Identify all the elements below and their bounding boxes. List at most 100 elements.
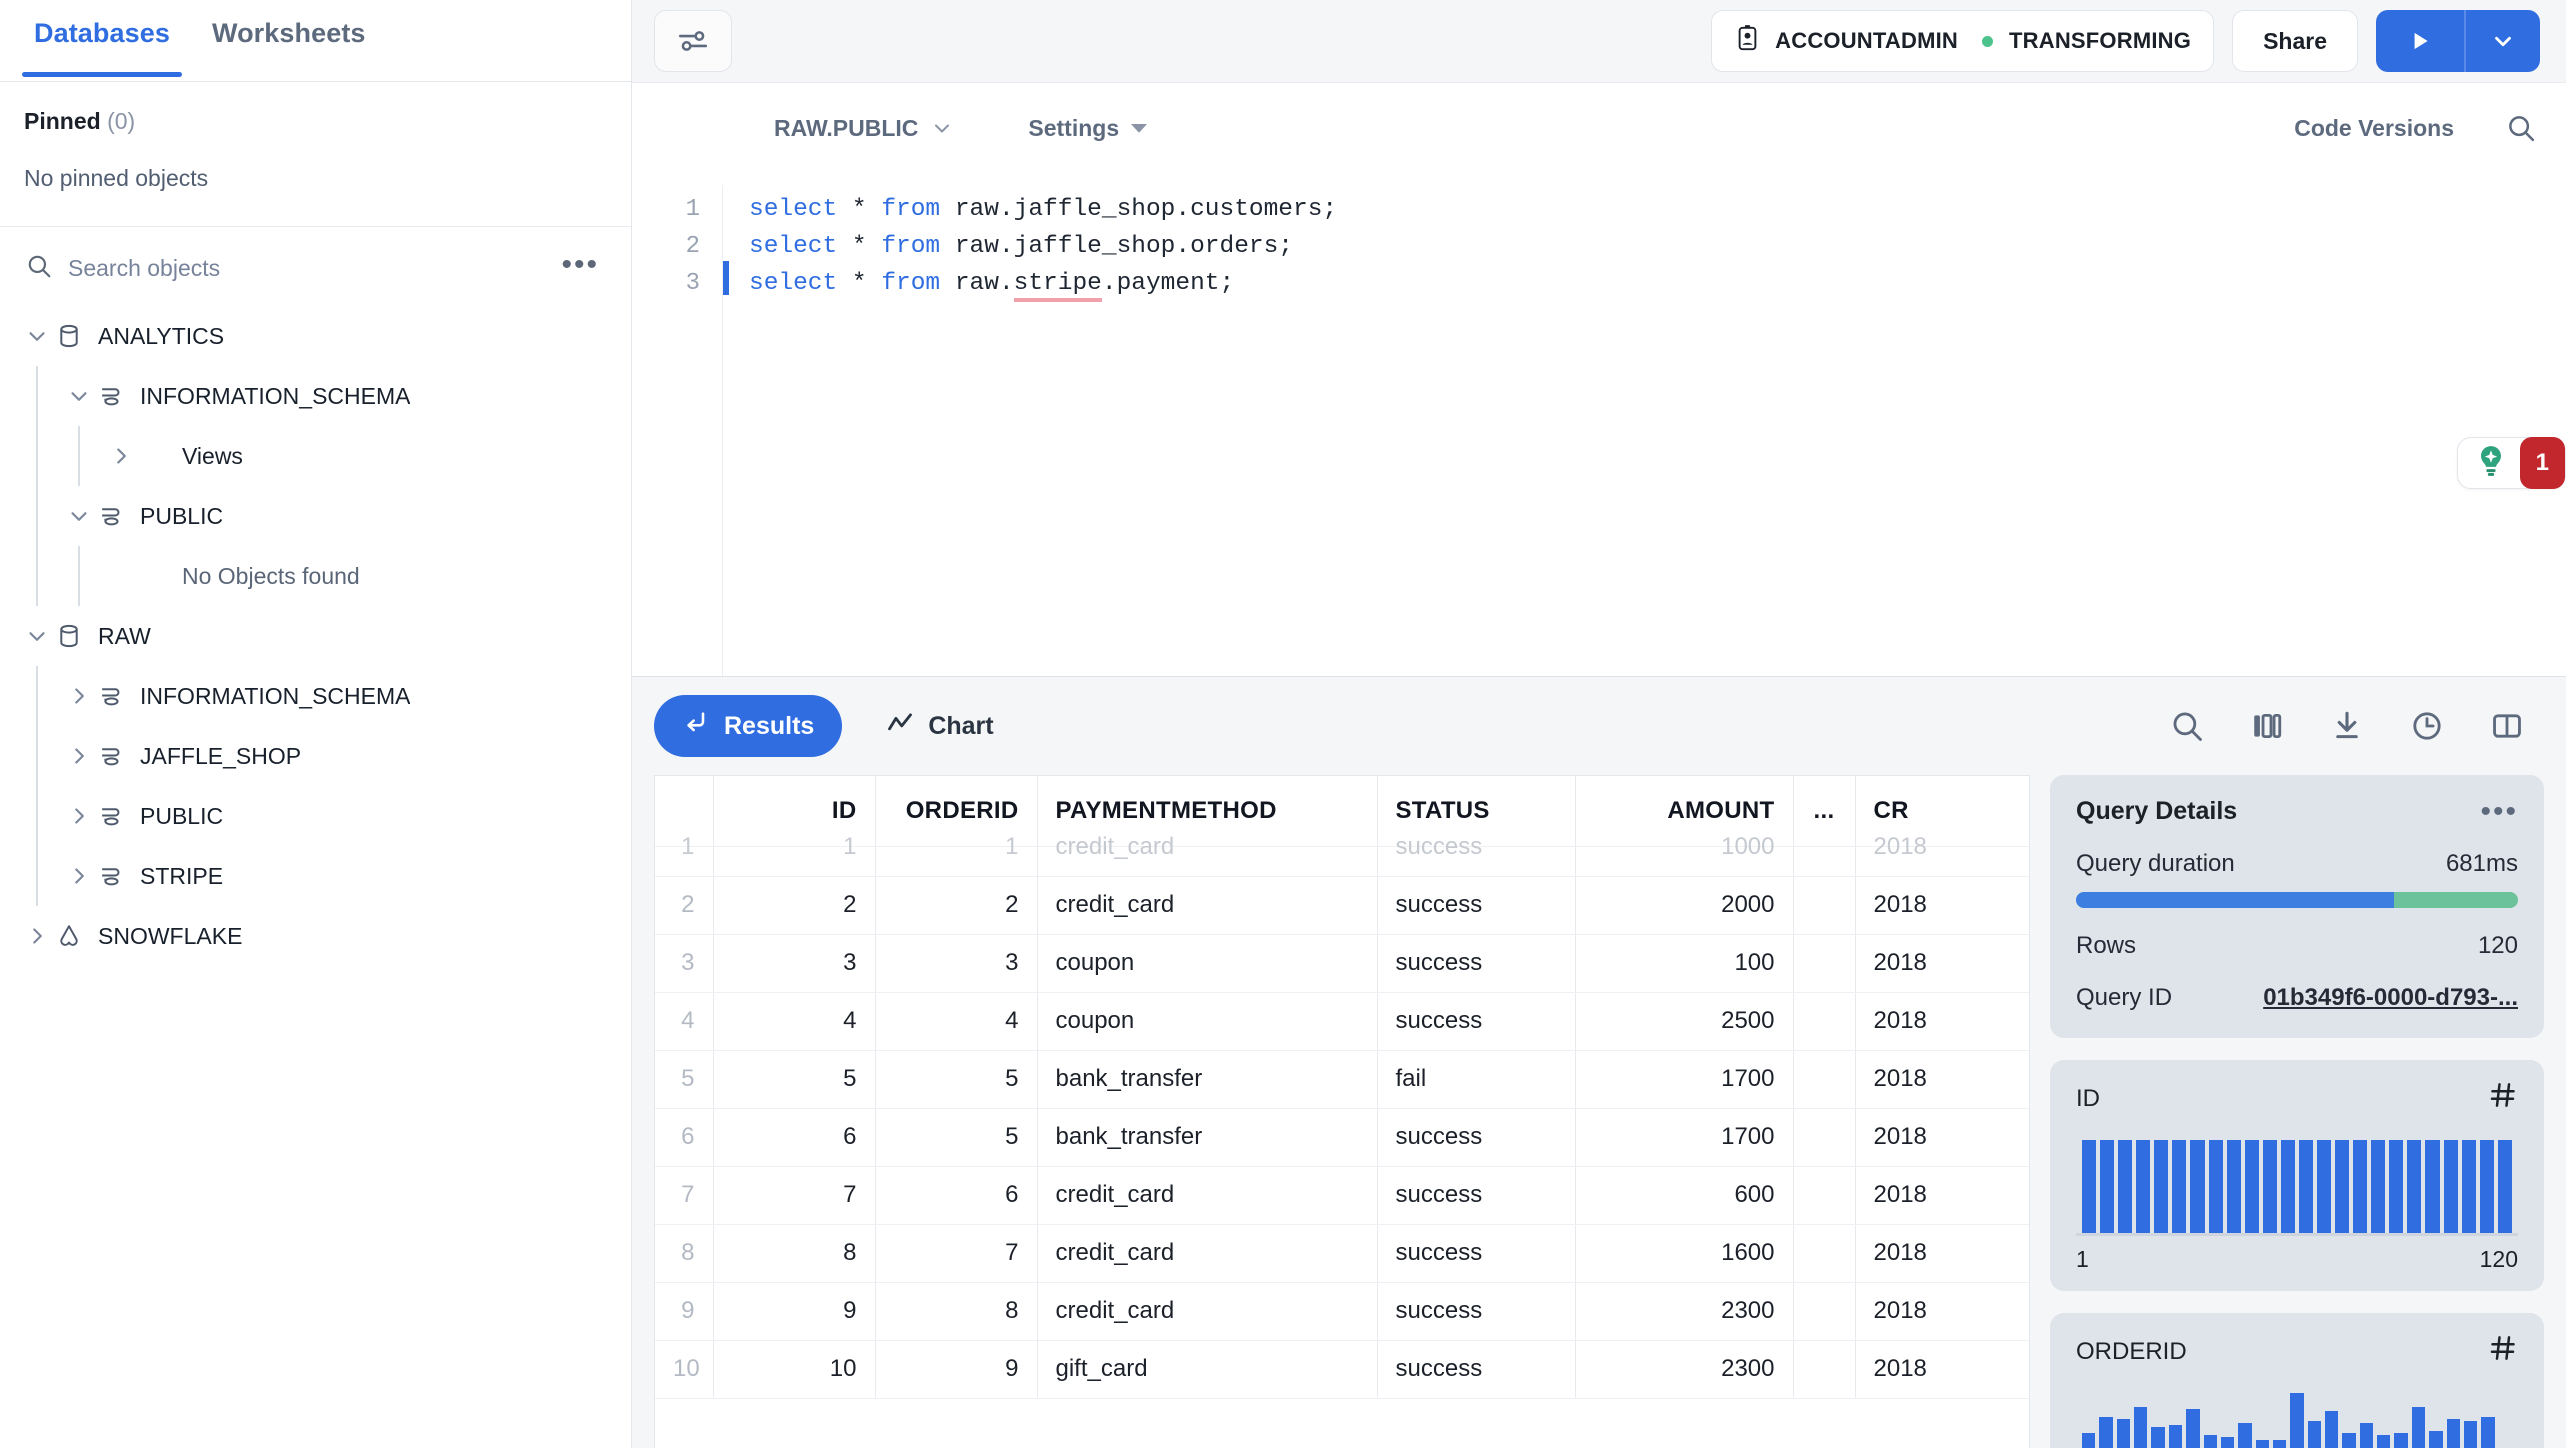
- tab-worksheets[interactable]: Worksheets: [200, 0, 378, 49]
- results-body: ID ORDERID PAYMENTMETHOD STATUS AMOUNT .…: [632, 775, 2566, 1448]
- run-options-caret-icon[interactable]: [2466, 10, 2540, 72]
- settings-selector[interactable]: Settings: [1028, 115, 1148, 142]
- ellipsis-icon[interactable]: •••: [561, 247, 599, 281]
- sliders-icon[interactable]: [654, 10, 732, 72]
- query-id-value[interactable]: 01b349f6-0000-d793-...: [2263, 984, 2518, 1011]
- code-versions-button[interactable]: Code Versions: [2294, 115, 2454, 142]
- tree-item-public[interactable]: PUBLIC: [0, 786, 631, 846]
- columns-icon[interactable]: [2250, 709, 2284, 743]
- cell-orderid: 8: [875, 1282, 1038, 1341]
- search-icon[interactable]: [2170, 709, 2204, 743]
- tab-databases[interactable]: Databases: [22, 0, 182, 77]
- histogram-bar: [2136, 1140, 2151, 1233]
- histogram-bar: [2317, 1140, 2332, 1233]
- results-grid[interactable]: ID ORDERID PAYMENTMETHOD STATUS AMOUNT .…: [654, 775, 2030, 1448]
- cell-created: 2018: [1855, 934, 2029, 993]
- table-row[interactable]: 2 2 2 credit_card success 2000 2018: [655, 876, 2029, 935]
- share-button[interactable]: Share: [2232, 10, 2358, 72]
- cell-id: 4: [713, 992, 876, 1051]
- col-paymentmethod[interactable]: PAYMENTMETHOD: [1037, 776, 1378, 847]
- table-row[interactable]: 3 3 3 coupon success 100 2018: [655, 934, 2029, 993]
- search-input[interactable]: [68, 255, 538, 282]
- cell-idx: 3: [655, 934, 714, 993]
- code-line[interactable]: select * from raw.jaffle_shop.orders;: [749, 228, 2566, 265]
- sql-editor-panel: RAW.PUBLIC Settings Code Versions: [632, 82, 2566, 676]
- chevron-right-icon[interactable]: [106, 441, 136, 471]
- database-icon: [52, 322, 86, 350]
- editor-search-icon[interactable]: [2506, 113, 2536, 143]
- code-versions-label: Code Versions: [2294, 114, 2454, 141]
- table-row[interactable]: 5 5 5 bank_transfer fail 1700 2018: [655, 1050, 2029, 1109]
- code-area[interactable]: 1 2 3 select * from raw.jaffle_shop.custom…: [632, 173, 2566, 676]
- hash-icon: [2488, 1080, 2518, 1118]
- query-details-title: Query Details: [2076, 797, 2238, 825]
- tree-caret-placeholder: [106, 561, 136, 591]
- tree-item-analytics[interactable]: ANALYTICS: [0, 306, 631, 366]
- tree-item-stripe[interactable]: STRIPE: [0, 846, 631, 906]
- histogram-bars: [2076, 1393, 2518, 1448]
- chevron-down-icon[interactable]: [64, 381, 94, 411]
- chevron-down-icon[interactable]: [64, 501, 94, 531]
- history-clock-icon[interactable]: [2410, 709, 2444, 743]
- code-line[interactable]: select * from raw.jaffle_shop.customers;: [749, 191, 2566, 228]
- tree-item-jaffle-shop[interactable]: JAFFLE_SHOP: [0, 726, 631, 786]
- schema-icon: [94, 742, 128, 770]
- chevron-down-icon[interactable]: [22, 621, 52, 651]
- split-panel-icon[interactable]: [2490, 709, 2524, 743]
- table-row[interactable]: 1 1 1 credit_card success 1000 2018: [655, 834, 2029, 877]
- histogram-bars: [2076, 1140, 2518, 1236]
- tree-item-information-schema[interactable]: INFORMATION_SCHEMA: [0, 366, 631, 426]
- tree-item-public[interactable]: PUBLIC: [0, 486, 631, 546]
- col-id[interactable]: ID: [713, 776, 876, 847]
- col-status[interactable]: STATUS: [1377, 776, 1576, 847]
- table-row[interactable]: 9 9 8 credit_card success 2300 2018: [655, 1282, 2029, 1341]
- chevron-right-icon[interactable]: [64, 801, 94, 831]
- search-icon: [26, 253, 52, 284]
- role-warehouse-pill[interactable]: ACCOUNTADMIN TRANSFORMING: [1711, 10, 2215, 72]
- histogram-bar: [2151, 1427, 2165, 1448]
- tree-item-views[interactable]: Views: [0, 426, 631, 486]
- table-row[interactable]: 6 6 5 bank_transfer success 1700 2018: [655, 1108, 2029, 1167]
- chevron-right-icon[interactable]: [64, 681, 94, 711]
- col-rownum[interactable]: [655, 776, 714, 847]
- chevron-right-icon[interactable]: [64, 741, 94, 771]
- table-row[interactable]: 10 10 9 gift_card success 2300 2018: [655, 1340, 2029, 1399]
- chevron-right-icon[interactable]: [64, 861, 94, 891]
- col-amount[interactable]: AMOUNT: [1575, 776, 1794, 847]
- code-lines[interactable]: select * from raw.jaffle_shop.customers;…: [722, 185, 2566, 676]
- cell-spacer: [1793, 1340, 1856, 1399]
- database-schema-selector[interactable]: RAW.PUBLIC: [774, 115, 954, 142]
- cell-status: success: [1377, 834, 1576, 877]
- tree-item-raw[interactable]: RAW: [0, 606, 631, 666]
- cell-spacer: [1793, 1224, 1856, 1283]
- cell-paymentmethod: credit_card: [1037, 1282, 1378, 1341]
- run-button[interactable]: [2376, 10, 2464, 72]
- col-created[interactable]: CR: [1855, 776, 2029, 847]
- tree-item-snowflake[interactable]: SNOWFLAKE: [0, 906, 631, 966]
- table-row[interactable]: 4 4 4 coupon success 2500 2018: [655, 992, 2029, 1051]
- cell-spacer: [1793, 934, 1856, 993]
- code-line[interactable]: select * from raw.stripe.payment;: [749, 265, 2566, 302]
- table-row[interactable]: 8 8 7 credit_card success 1600 2018: [655, 1224, 2029, 1283]
- col-overflow-ellipsis-icon[interactable]: ...: [1793, 776, 1856, 847]
- tree-item-information-schema[interactable]: INFORMATION_SCHEMA: [0, 666, 631, 726]
- database-schema-label: RAW.PUBLIC: [774, 114, 919, 141]
- histogram-bar: [2335, 1140, 2350, 1233]
- download-icon[interactable]: [2330, 709, 2364, 743]
- tab-chart[interactable]: Chart: [858, 695, 1021, 757]
- table-row[interactable]: 7 7 6 credit_card success 600 2018: [655, 1166, 2029, 1225]
- col-orderid[interactable]: ORDERID: [875, 776, 1038, 847]
- cell-amount: 2300: [1575, 1340, 1794, 1399]
- chevron-right-icon[interactable]: [22, 921, 52, 951]
- sql-identifier: raw.jaffle_shop.orders;: [940, 233, 1293, 260]
- ellipsis-icon[interactable]: •••: [2480, 794, 2518, 828]
- ai-hint-badge[interactable]: 1: [2456, 437, 2566, 489]
- chevron-down-icon: [935, 124, 950, 133]
- tree-guide-line: [36, 666, 38, 726]
- histogram-bar: [2407, 1140, 2422, 1233]
- schema-icon: [94, 802, 128, 830]
- chevron-down-icon[interactable]: [22, 321, 52, 351]
- duration-segment-compile: [2076, 892, 2395, 908]
- tab-results[interactable]: Results: [654, 695, 843, 757]
- schema-icon: [94, 382, 128, 410]
